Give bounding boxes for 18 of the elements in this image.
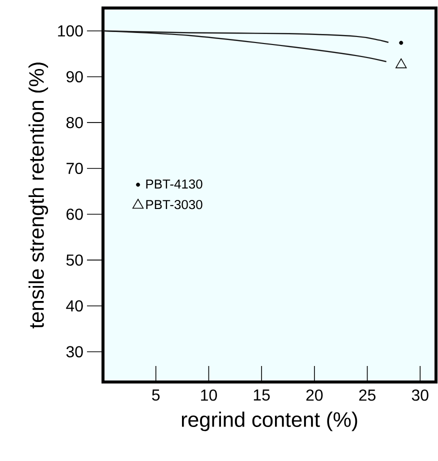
x-tick-label: 30	[412, 390, 428, 401]
x-tick-label: 5	[152, 390, 160, 401]
x-tick-label: 15	[254, 390, 270, 401]
y-tick-label: 100	[58, 25, 83, 37]
legend-label: PBT-4130	[146, 179, 202, 189]
x-axis-title: regrind content (%)	[182, 412, 358, 432]
y-tick-label: 90	[66, 71, 83, 82]
y-tick-label: 60	[66, 208, 83, 220]
y-tick-label: 70	[66, 162, 83, 174]
x-tick-label: 10	[201, 390, 217, 401]
legend-label: PBT-3030	[146, 200, 202, 210]
y-axis-title: tensile strength retention (%)	[28, 62, 48, 328]
y-tick-label: 80	[66, 116, 83, 128]
y-tick-label: 40	[66, 300, 83, 312]
x-tick-label: 25	[359, 390, 376, 401]
y-tick-label: 50	[66, 254, 83, 266]
x-tick-label: 20	[306, 390, 323, 401]
y-tick-label: 30	[66, 346, 83, 358]
